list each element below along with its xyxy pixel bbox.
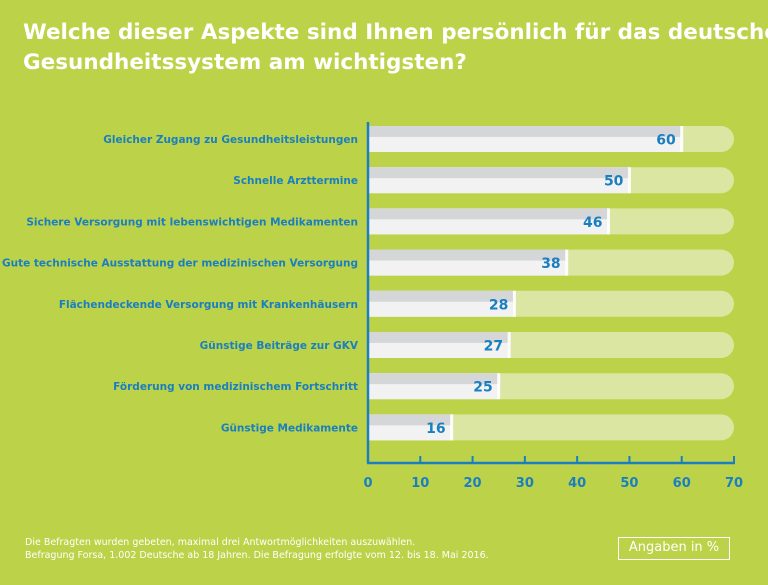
x-tick-label: 40 <box>568 476 586 491</box>
bar-end <box>565 249 569 276</box>
bar-end <box>607 208 611 235</box>
bar-stripe <box>368 332 510 343</box>
bar-stripe <box>368 126 682 137</box>
bar-end <box>450 414 454 441</box>
bar-group: 25 Förderung von medizinischem Fortschrit… <box>113 373 734 400</box>
category-label: Flächendeckende Versorgung mit Krankenhä… <box>59 299 358 311</box>
bar-group: 50 Schnelle Arzttermine <box>233 167 734 194</box>
category-label: Schnelle Arzttermine <box>233 175 358 187</box>
data-label: 25 <box>473 380 492 396</box>
bar-end <box>507 332 511 358</box>
bar-group: 16 Günstige Medikamente <box>221 414 734 441</box>
category-label: Gute technische Ausstattung der medizini… <box>2 258 358 270</box>
bar-end <box>497 373 501 400</box>
x-tick-label: 0 <box>363 476 372 491</box>
bar-group: 28 Flächendeckende Versorgung mit Kranken… <box>59 290 734 317</box>
x-tick-label: 10 <box>411 476 429 491</box>
data-label: 38 <box>541 256 560 272</box>
data-label: 16 <box>426 421 445 437</box>
bar-stripe <box>368 290 515 302</box>
bar-stripe <box>368 373 499 385</box>
category-label: Günstige Beiträge zur GKV <box>200 340 359 352</box>
units-badge: Angaben in % <box>618 537 730 560</box>
bar-group: 46 Sichere Versorgung mit lebenswichtigen… <box>26 208 734 235</box>
category-label: Sichere Versorgung mit lebenswichtigen M… <box>26 216 358 228</box>
data-label: 28 <box>489 297 508 313</box>
x-tick-label: 30 <box>516 476 534 491</box>
data-label: 46 <box>583 215 602 231</box>
bar-stripe <box>368 167 630 179</box>
bar-group: 38 Gute technische Ausstattung der medizi… <box>2 249 734 276</box>
footnote-line-2: Befragung Forsa, 1.002 Deutsche ab 18 Ja… <box>25 550 489 561</box>
footnote: Die Befragten wurden gebeten, maximal dr… <box>25 536 489 562</box>
bar-group: 27 Günstige Beiträge zur GKV <box>200 332 734 358</box>
category-label: Günstige Medikamente <box>221 422 358 434</box>
bar-stripe <box>368 414 452 426</box>
chart-title-line-1: Welche dieser Aspekte sind Ihnen persönl… <box>23 20 768 45</box>
bar-end <box>512 290 516 317</box>
bar-group: 60 Gleicher Zugang zu Gesundheitsleistung… <box>103 126 734 152</box>
footnote-line-1: Die Befragten wurden gebeten, maximal dr… <box>25 537 416 548</box>
x-tick-label: 20 <box>464 476 482 491</box>
bar-track <box>368 414 734 441</box>
bar-end <box>680 126 684 152</box>
data-label: 27 <box>484 339 503 355</box>
bar-stripe <box>368 208 609 220</box>
x-tick-label: 50 <box>620 476 638 491</box>
bar-end <box>627 167 631 194</box>
x-tick-label: 70 <box>725 476 743 491</box>
data-label: 50 <box>604 174 624 190</box>
x-tick-label: 60 <box>673 476 691 491</box>
data-label: 60 <box>656 133 676 149</box>
chart-title: Welche dieser Aspekte sind Ihnen persönl… <box>23 18 768 78</box>
chart-title-line-2: Gesundheitssystem am wichtigsten? <box>23 50 467 75</box>
category-label: Förderung von medizinischem Fortschritt <box>113 381 358 393</box>
category-label: Gleicher Zugang zu Gesundheitsleistungen <box>103 134 358 146</box>
bar-stripe <box>368 249 567 261</box>
